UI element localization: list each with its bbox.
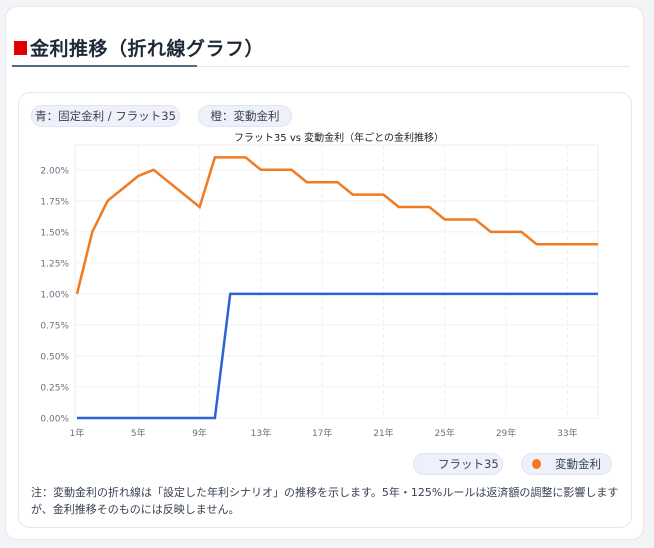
- section-title-text: 金利推移（折れ線グラフ）: [30, 38, 265, 60]
- svg-text:1.00%: 1.00%: [40, 290, 69, 300]
- svg-text:1年: 1年: [70, 427, 85, 439]
- svg-text:1.75%: 1.75%: [40, 197, 69, 207]
- legend-label-variable: 変動金利: [555, 457, 601, 471]
- badge-fixed-rate: 青：固定金利 / フラット35: [31, 105, 180, 127]
- legend-label-flat35: フラット35: [438, 457, 499, 471]
- title-divider: [12, 66, 630, 67]
- svg-text:1.50%: 1.50%: [40, 228, 69, 238]
- svg-text:13年: 13年: [251, 427, 271, 439]
- svg-text:0.75%: 0.75%: [40, 321, 69, 331]
- svg-text:25年: 25年: [435, 427, 455, 439]
- svg-text:5年: 5年: [131, 427, 146, 439]
- svg-text:21年: 21年: [373, 427, 393, 439]
- flat35-line: [77, 292, 598, 420]
- svg-text:2.00%: 2.00%: [40, 166, 69, 176]
- svg-text:17年: 17年: [312, 427, 332, 439]
- section-title: 金利推移（折れ線グラフ）: [14, 34, 264, 61]
- chart-title: フラット35 vs 変動金利（年ごとの金利推移）: [233, 133, 445, 144]
- badge-variable-rate: 橙：変動金利: [198, 105, 292, 127]
- variable-rate-line: [75, 156, 598, 295]
- badge-variable-rate-label: 橙：変動金利: [210, 109, 280, 123]
- legend-item-flat35[interactable]: フラット35: [413, 453, 503, 475]
- svg-text:33年: 33年: [557, 427, 577, 439]
- svg-text:9年: 9年: [192, 427, 207, 439]
- title-divider-accent: [12, 65, 197, 67]
- badge-fixed-rate-label: 青：固定金利 / フラット35: [35, 109, 176, 123]
- svg-text:0.25%: 0.25%: [40, 383, 69, 393]
- svg-text:29年: 29年: [496, 427, 516, 439]
- red-square-icon: [14, 40, 27, 55]
- orange-dot-icon: [532, 459, 541, 469]
- legend-item-variable[interactable]: 変動金利: [521, 453, 612, 475]
- chart-note: 注：変動金利の折れ線は「設定した年利シナリオ」の推移を示します。5年・125%ル…: [31, 486, 619, 516]
- svg-text:0.50%: 0.50%: [40, 352, 69, 362]
- svg-text:1.25%: 1.25%: [40, 259, 69, 269]
- svg-text:0.00%: 0.00%: [40, 415, 69, 425]
